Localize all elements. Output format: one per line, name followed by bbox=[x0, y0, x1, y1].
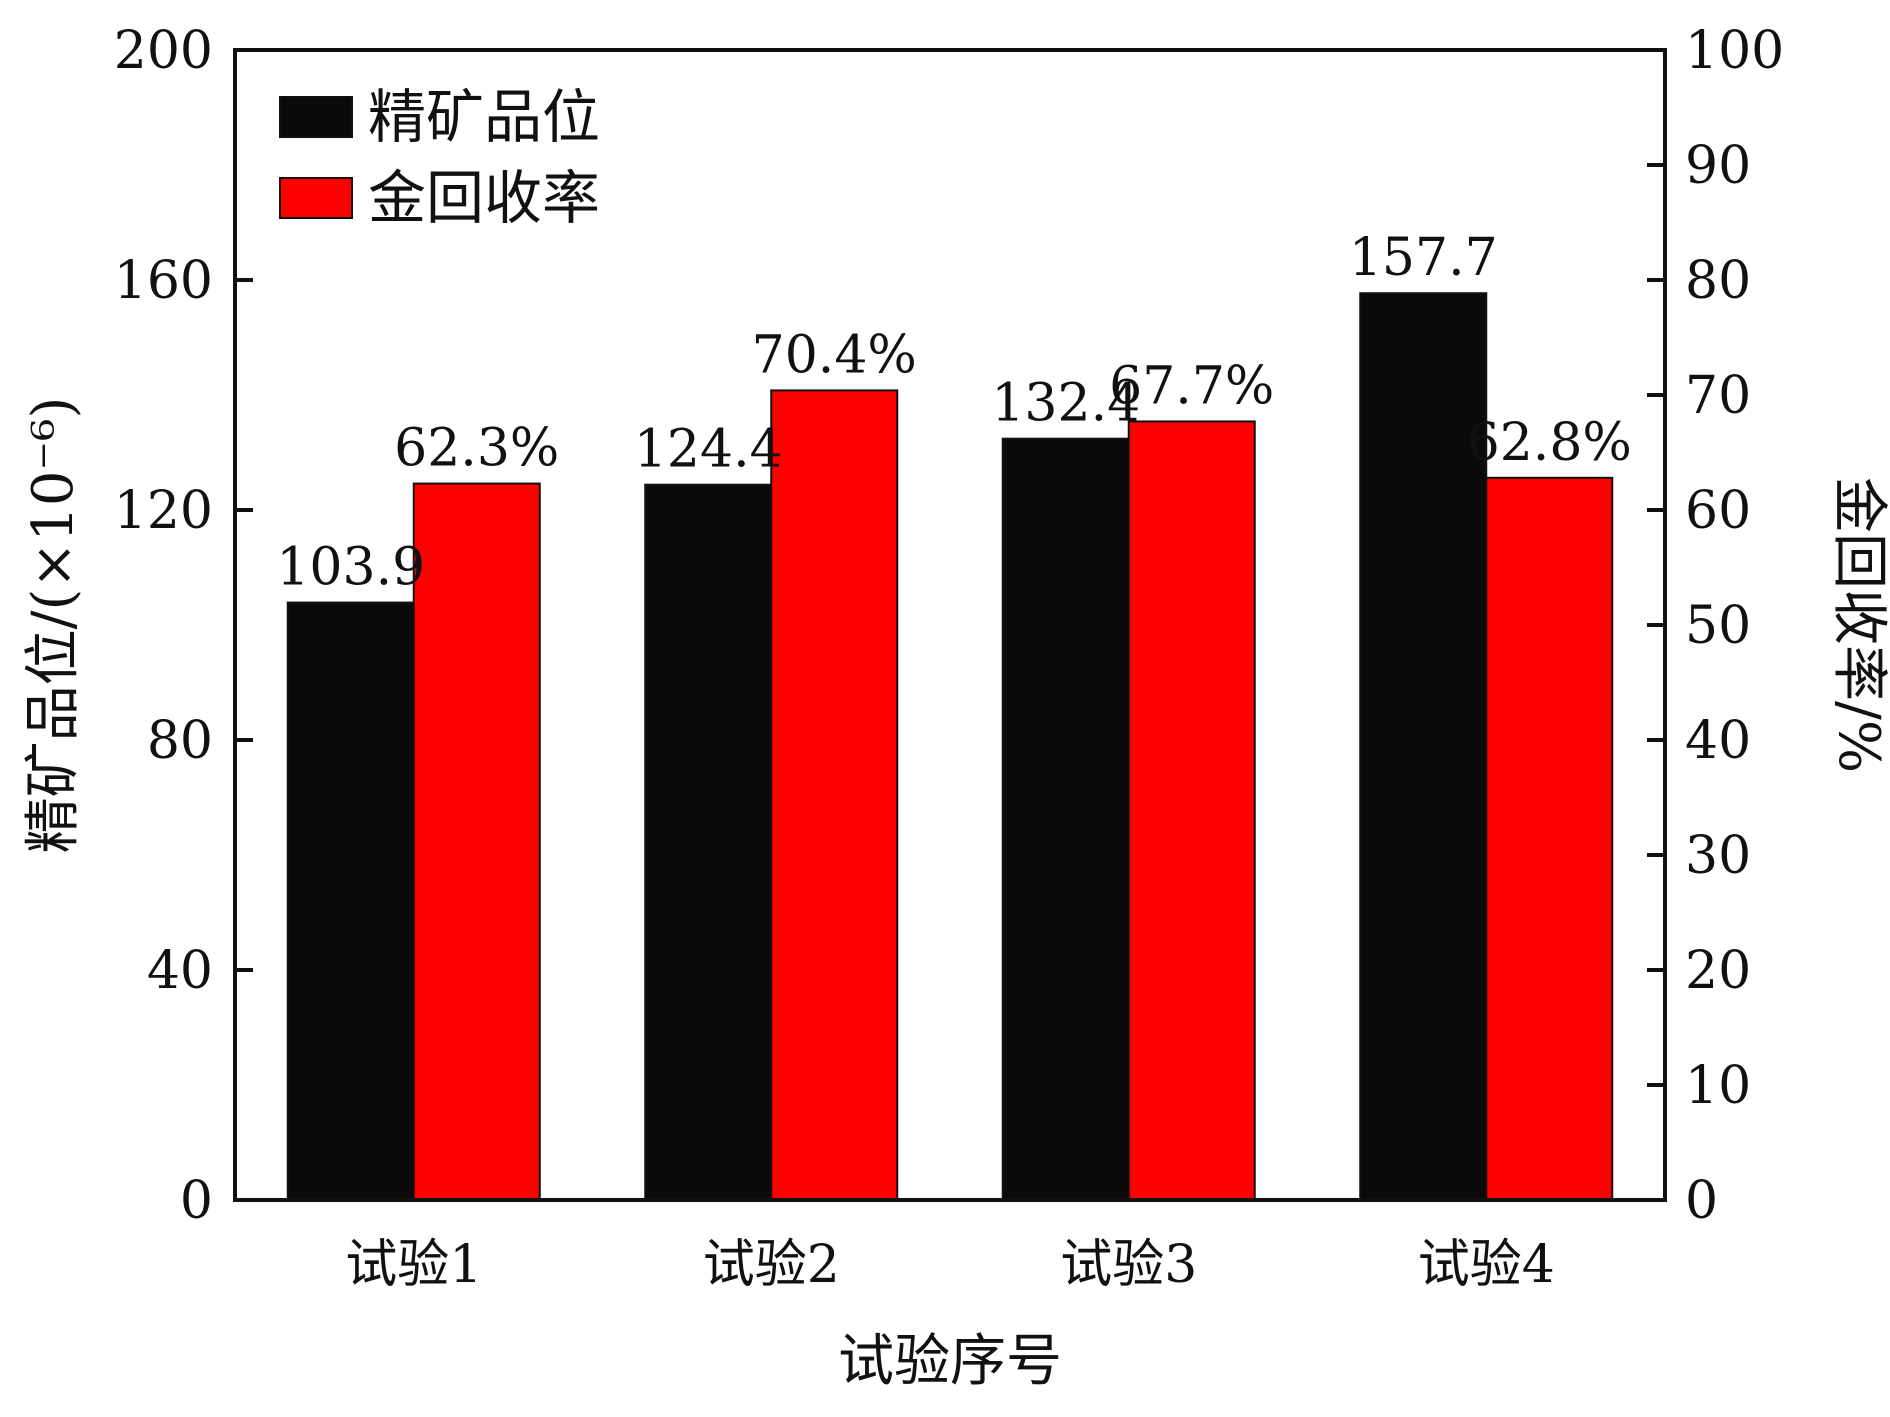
legend-swatch-gold-recovery bbox=[279, 177, 353, 219]
data-label-gold-recovery-1: 62.3% bbox=[394, 419, 559, 479]
right-tick-label-0: 0 bbox=[1685, 1171, 1718, 1231]
right-tick-label-40: 40 bbox=[1685, 711, 1751, 771]
data-label-concentrate-grade-1: 103.9 bbox=[276, 538, 425, 598]
right-tick-label-60: 60 bbox=[1685, 481, 1751, 541]
data-label-concentrate-grade-4: 157.7 bbox=[1349, 228, 1498, 288]
right-tick-label-50: 50 bbox=[1685, 596, 1751, 656]
right-tick-label-10: 10 bbox=[1685, 1056, 1751, 1116]
left-axis-ticks: 0 40 80 120 160 200 bbox=[114, 21, 253, 1231]
bar-concentrate-grade-3 bbox=[1001, 437, 1130, 1201]
legend-label-concentrate-grade: 精矿品位 bbox=[368, 83, 600, 151]
right-tick-label-90: 90 bbox=[1685, 136, 1751, 196]
bar-gold-recovery-3 bbox=[1127, 420, 1256, 1201]
right-tick-label-100: 100 bbox=[1685, 21, 1784, 81]
bars-group bbox=[286, 292, 1614, 1202]
data-label-gold-recovery-2: 70.4% bbox=[752, 325, 917, 385]
bar-gold-recovery-4 bbox=[1485, 476, 1614, 1201]
data-label-gold-recovery-4: 62.8% bbox=[1467, 413, 1632, 473]
right-tick-label-80: 80 bbox=[1685, 251, 1751, 311]
left-tick-label-120: 120 bbox=[114, 481, 213, 541]
data-label-gold-recovery-3: 67.7% bbox=[1109, 356, 1274, 416]
right-tick-label-20: 20 bbox=[1685, 941, 1751, 1001]
legend-label-gold-recovery: 金回收率 bbox=[368, 164, 600, 232]
data-labels-group: 103.9 62.3% 124.4 70.4% 132.467.7% 157.7 62.8% bbox=[276, 228, 1632, 597]
x-axis-title: 试验序号 bbox=[838, 1329, 1062, 1394]
left-tick-label-0: 0 bbox=[180, 1171, 213, 1231]
x-axis-labels: 试验1 试验2 试验3 试验4 bbox=[345, 1235, 1555, 1295]
left-tick-label-160: 160 bbox=[114, 251, 213, 311]
right-tick-label-30: 30 bbox=[1685, 826, 1751, 886]
legend-swatch-concentrate-grade bbox=[279, 96, 353, 138]
left-tick-label-200: 200 bbox=[114, 21, 213, 81]
x-tick-label-4: 试验4 bbox=[1418, 1235, 1555, 1295]
bar-gold-recovery-2 bbox=[770, 389, 899, 1201]
left-axis-title: 精矿品位/(×10⁻⁶) bbox=[21, 397, 86, 854]
bar-gold-recovery-1 bbox=[412, 482, 541, 1201]
bar-concentrate-grade-2 bbox=[644, 483, 773, 1201]
right-axis-title: 金回收率/% bbox=[1826, 477, 1890, 773]
x-tick-label-3: 试验3 bbox=[1060, 1235, 1197, 1295]
right-axis-ticks: 0 10 20 30 40 50 60 70 80 90 100 bbox=[1647, 21, 1784, 1231]
legend: 精矿品位 金回收率 bbox=[279, 83, 600, 232]
left-tick-label-80: 80 bbox=[147, 711, 213, 771]
data-label-concentrate-grade-3: 132.4 bbox=[991, 374, 1140, 434]
left-tick-label-40: 40 bbox=[147, 941, 213, 1001]
data-label-concentrate-grade-2: 124.4 bbox=[634, 420, 783, 480]
x-tick-label-2: 试验2 bbox=[703, 1235, 840, 1295]
bar-concentrate-grade-1 bbox=[286, 601, 415, 1201]
x-tick-label-1: 试验1 bbox=[345, 1235, 482, 1295]
right-tick-label-70: 70 bbox=[1685, 366, 1751, 426]
